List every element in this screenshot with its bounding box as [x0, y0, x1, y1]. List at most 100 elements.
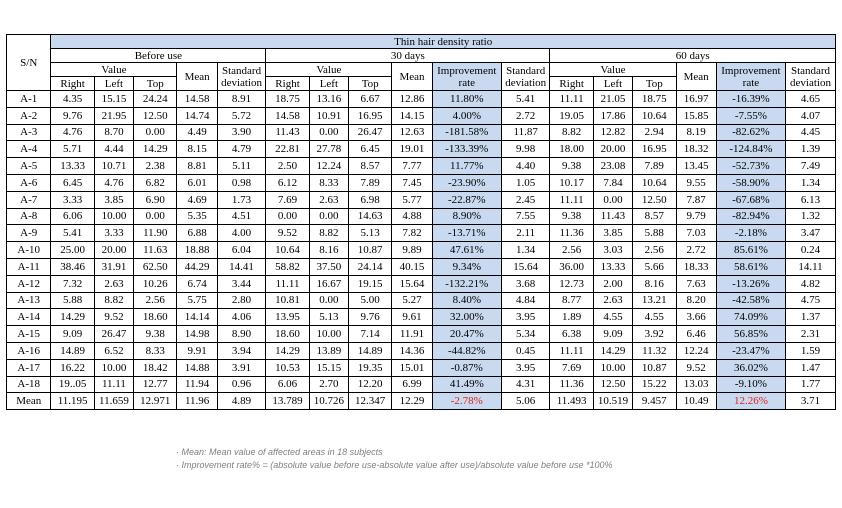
table-cell: 8.82 — [93, 291, 135, 310]
table-cell: 2.56 — [133, 291, 178, 310]
improvement-rate-cell: 11.77% — [431, 157, 502, 175]
table-cell: 0.00 — [308, 123, 349, 142]
table-cell: 11.11 — [265, 274, 310, 293]
table-cell: 12.24 — [675, 341, 717, 360]
table-cell: 3.71 — [785, 392, 836, 411]
table-cell: 15.22 — [632, 375, 677, 394]
sub-header-top: Top — [133, 76, 178, 91]
improvement-rate-cell: -2.78% — [431, 392, 502, 411]
table-cell: 18.75 — [265, 90, 310, 108]
table-cell: 10.00 — [93, 358, 135, 377]
table-cell: 1.39 — [785, 140, 836, 159]
table-cell: 1.47 — [785, 358, 836, 377]
sub-header-left: Left — [308, 76, 349, 91]
value-header: Value — [50, 62, 178, 77]
table-cell: 12.86 — [391, 90, 433, 108]
table-cell: 5.34 — [500, 325, 551, 343]
row-label: A-4 — [5, 140, 52, 159]
table-cell: 19..05 — [50, 375, 95, 394]
table-cell: 4.76 — [50, 123, 95, 142]
table-cell: 7.77 — [391, 157, 433, 175]
improvement-rate-cell: -7.55% — [715, 106, 787, 125]
table-cell: 13.16 — [308, 90, 349, 108]
table-cell: 5.27 — [391, 291, 433, 310]
group-header-before-use: Before use — [50, 48, 267, 63]
table-cell: 9.52 — [675, 358, 717, 377]
table-title: Thin hair density ratio — [50, 34, 836, 49]
table-cell: 2.38 — [133, 157, 178, 175]
sub-header-left: Left — [592, 76, 634, 91]
table-cell: 6.82 — [133, 173, 178, 192]
table-cell: 0.00 — [308, 291, 349, 310]
table-cell: 7.89 — [632, 157, 677, 175]
improvement-rate-cell: -58.90% — [715, 173, 787, 192]
table-cell: 10.64 — [632, 173, 677, 192]
table-cell: 4.51 — [216, 207, 267, 226]
row-label: A-7 — [5, 190, 52, 209]
table-cell: 6.52 — [93, 341, 135, 360]
table-cell: 14.14 — [176, 308, 218, 327]
table-cell: 18.60 — [133, 308, 178, 327]
table-cell: 16.97 — [675, 90, 717, 108]
table-cell: 14.29 — [133, 140, 178, 159]
table-cell: 3.47 — [785, 224, 836, 243]
table-cell: 10.64 — [632, 106, 677, 125]
table-cell: 11.11 — [93, 375, 135, 394]
table-cell: 5.75 — [176, 291, 218, 310]
table-cell: 3.95 — [500, 308, 551, 327]
value-header: Value — [265, 62, 393, 77]
table-cell: 0.00 — [133, 207, 178, 226]
table-cell: 3.90 — [216, 123, 267, 142]
table-cell: 15.64 — [500, 257, 551, 276]
table-cell: 10.519 — [592, 392, 634, 411]
table-cell: 9.457 — [632, 392, 677, 411]
table-cell: 2.94 — [632, 123, 677, 142]
improvement-rate-cell: -0.87% — [431, 358, 502, 377]
table-cell: 1.37 — [785, 308, 836, 327]
improvement-rate-cell: -2.18% — [715, 224, 787, 243]
improvement-rate-cell: -13.26% — [715, 274, 787, 293]
table-cell: 8.82 — [549, 123, 594, 142]
table-cell: 18.00 — [549, 140, 594, 159]
table-cell: 0.00 — [592, 190, 634, 209]
table-row: A-3 4.76 8.70 0.00 4.49 3.90 11.43 0.00 26.47 12.… — [5, 123, 836, 142]
table-row: A-1 4.35 15.15 24.24 14.58 8.91 18.75 13.16 6.67… — [5, 90, 836, 108]
table-cell: 4.40 — [500, 157, 551, 175]
table-cell: 5.88 — [632, 224, 677, 243]
table-cell: 14.58 — [265, 106, 310, 125]
improvement-rate-cell: -181.58% — [431, 123, 502, 142]
table-cell: 13.789 — [265, 392, 310, 411]
table-cell: 9.98 — [500, 140, 551, 159]
sub-header-right: Right — [265, 76, 310, 91]
table-cell: 27.78 — [308, 140, 349, 159]
table-cell: 11.32 — [632, 341, 677, 360]
table-cell: 0.96 — [216, 375, 267, 394]
improvement-rate-cell: 4.00% — [431, 106, 502, 125]
table-cell: 3.44 — [216, 274, 267, 293]
table-cell: 10.17 — [549, 173, 594, 192]
table-cell: 16.67 — [308, 274, 349, 293]
table-cell: 9.89 — [391, 241, 433, 259]
table-cell: 1.34 — [500, 241, 551, 259]
table-cell: 7.14 — [347, 325, 393, 343]
improvement-rate-cell: -42.58% — [715, 291, 787, 310]
table-cell: 3.85 — [93, 190, 135, 209]
table-cell: 11.43 — [592, 207, 634, 226]
table-cell: 2.56 — [632, 241, 677, 259]
improvement-rate-cell: -52.73% — [715, 157, 787, 175]
table-cell: 5.11 — [216, 157, 267, 175]
table-cell: 2.45 — [500, 190, 551, 209]
table-cell: 16.95 — [632, 140, 677, 159]
table-cell: 7.84 — [592, 173, 634, 192]
table-cell: 8.16 — [308, 241, 349, 259]
table-cell: 18.88 — [176, 241, 218, 259]
table-body: A-1 4.35 15.15 24.24 14.58 8.91 18.75 13.16 6.67… — [5, 90, 836, 411]
table-cell: 18.33 — [675, 257, 717, 276]
improvement-rate-cell: 85.61% — [715, 241, 787, 259]
table-cell: 9.09 — [50, 325, 95, 343]
table-cell: 18.60 — [265, 325, 310, 343]
table-row: A-4 5.71 4.44 14.29 8.15 4.79 22.81 27.78 6.45 19… — [5, 140, 836, 159]
table-cell: 6.38 — [549, 325, 594, 343]
table-cell: 4.79 — [216, 140, 267, 159]
table-cell: 4.84 — [500, 291, 551, 310]
